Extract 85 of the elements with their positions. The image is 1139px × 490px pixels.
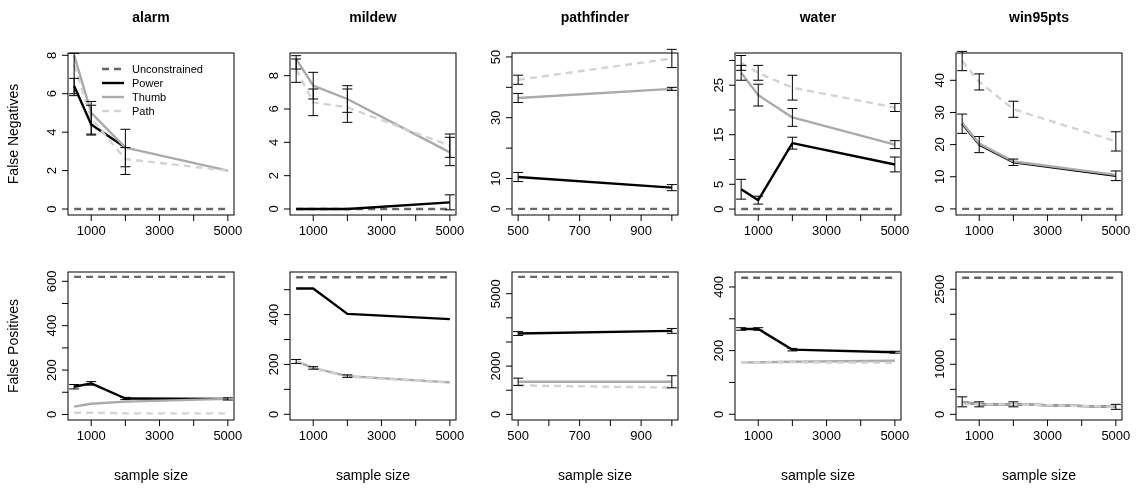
y-tick-label: 0 (711, 205, 726, 213)
x-tick-label: 3000 (1033, 223, 1062, 238)
x-tick-label: 5000 (213, 428, 243, 443)
x-tick-label: 1000 (964, 428, 994, 443)
chart-title: pathfinder (560, 9, 630, 25)
y-tick-label: 15 (711, 127, 726, 142)
y-tick-label: 4 (266, 138, 281, 146)
y-tick-label: 8 (44, 51, 59, 59)
x-tick-label: 3000 (1033, 428, 1062, 443)
y-tick-label: 30 (932, 105, 947, 120)
y-tick-label: 0 (266, 410, 281, 418)
x-tick-label: 3000 (367, 223, 396, 238)
x-tick-label: 1000 (743, 428, 773, 443)
x-tick-label: 3000 (145, 223, 174, 238)
y-tick-label: 1000 (932, 349, 947, 379)
x-tick-label: 5000 (435, 223, 465, 238)
y-tick-label: 0 (932, 205, 947, 213)
y-tick-label: 400 (711, 276, 726, 298)
y-tick-label: 10 (488, 171, 503, 186)
legend-label: Power (132, 77, 164, 89)
y-tick-label: 0 (44, 410, 59, 419)
y-tick-label: 5000 (488, 279, 503, 309)
x-tick-label: 3000 (145, 428, 174, 443)
x-tick-label: 1000 (76, 223, 106, 238)
x-tick-label: 900 (630, 428, 652, 443)
x-axis-title: sample size (336, 467, 411, 483)
x-tick-label: 5000 (1101, 428, 1131, 443)
y-tick-label: 2000 (488, 351, 503, 381)
y-tick-label: 0 (266, 205, 281, 213)
y-tick-label: 400 (266, 303, 281, 326)
y-tick-label: 600 (44, 270, 59, 293)
y-tick-label: 4 (44, 128, 59, 136)
x-tick-label: 5000 (213, 223, 243, 238)
y-tick-label: 5 (711, 180, 726, 188)
y-tick-label: 25 (711, 77, 726, 93)
x-tick-label: 1000 (298, 428, 328, 443)
x-tick-label: 500 (507, 428, 529, 443)
chart-title: alarm (132, 9, 170, 25)
x-tick-label: 1000 (298, 223, 328, 238)
x-tick-label: 5000 (880, 223, 910, 238)
y-axis-title: False Negatives (5, 83, 21, 185)
x-tick-label: 700 (568, 223, 591, 238)
y-tick-label: 400 (44, 314, 59, 337)
y-tick-label: 30 (488, 110, 503, 125)
x-axis-title: sample size (781, 467, 856, 483)
y-tick-label: 40 (932, 73, 947, 88)
chart-title: mildew (349, 9, 397, 25)
y-tick-label: 0 (932, 410, 947, 418)
y-tick-label: 10 (932, 169, 947, 184)
x-tick-label: 500 (507, 223, 529, 238)
y-tick-label: 8 (266, 72, 281, 80)
chart-title: water (798, 9, 837, 25)
y-tick-label: 6 (44, 90, 59, 98)
y-tick-label: 0 (44, 205, 59, 213)
chart-title: win95pts (1008, 9, 1070, 25)
y-tick-label: 0 (488, 410, 503, 418)
x-tick-label: 700 (568, 428, 591, 443)
y-tick-label: 6 (266, 105, 281, 113)
x-tick-label: 3000 (812, 428, 841, 443)
y-tick-label: 2500 (932, 274, 947, 304)
x-tick-label: 5000 (435, 428, 465, 443)
x-tick-label: 1000 (964, 223, 994, 238)
y-tick-label: 2 (44, 166, 59, 175)
y-tick-label: 50 (488, 49, 503, 65)
legend-label: Path (132, 105, 155, 117)
x-tick-label: 3000 (367, 428, 396, 443)
x-tick-label: 5000 (880, 428, 910, 443)
y-tick-label: 200 (44, 359, 59, 381)
y-tick-label: 0 (488, 205, 503, 213)
y-tick-label: 200 (266, 353, 281, 376)
x-tick-label: 1000 (743, 223, 773, 238)
x-tick-label: 5000 (1101, 223, 1131, 238)
legend-label: Unconstrained (132, 63, 203, 75)
x-tick-label: 3000 (812, 223, 841, 238)
x-axis-title: sample size (558, 467, 633, 483)
y-tick-label: 20 (932, 137, 947, 152)
x-tick-label: 1000 (76, 428, 106, 443)
x-tick-label: 900 (630, 223, 652, 238)
legend-label: Thumb (132, 91, 167, 103)
y-axis-title: False Positives (5, 298, 21, 394)
y-tick-label: 2 (266, 172, 281, 180)
y-tick-label: 200 (711, 339, 726, 362)
y-tick-label: 0 (711, 410, 726, 418)
x-axis-title: sample size (114, 467, 189, 483)
x-axis-title: sample size (1002, 467, 1077, 483)
